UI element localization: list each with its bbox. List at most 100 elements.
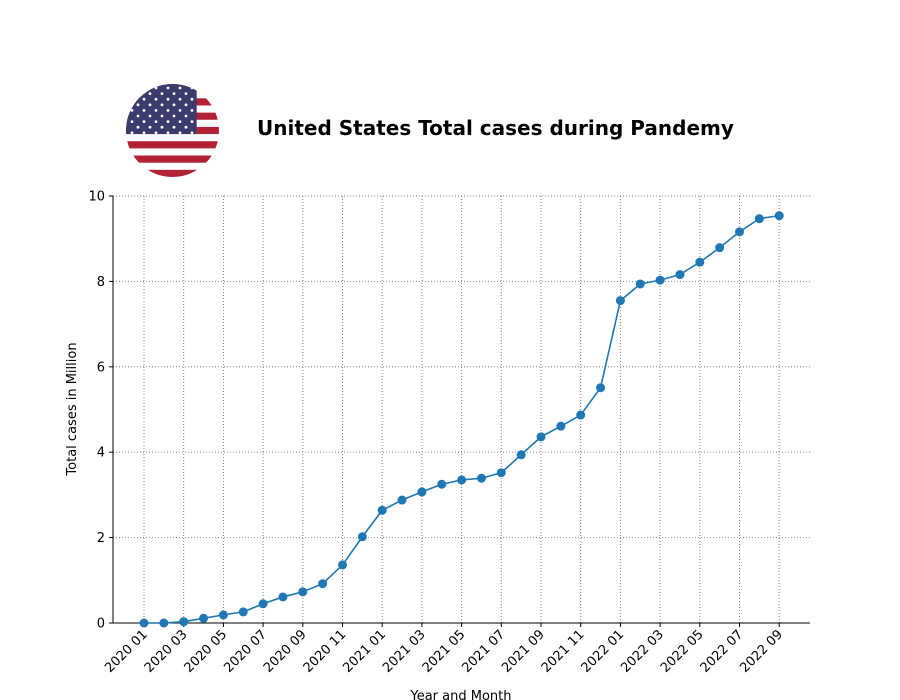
data-point	[457, 475, 467, 485]
x-axis-label: Year and Month	[410, 689, 512, 700]
data-point	[536, 432, 546, 442]
flag-star	[190, 86, 194, 90]
x-tick-label: 2021 07	[460, 627, 509, 676]
flag-star	[190, 109, 194, 112]
flag-star	[160, 92, 164, 95]
y-tick-label: 4	[97, 446, 105, 461]
x-tick-label: 2022 01	[579, 627, 628, 676]
data-point	[338, 560, 347, 570]
data-point	[298, 587, 308, 597]
flag-star	[160, 114, 164, 118]
data-point	[258, 599, 268, 609]
flag-star	[130, 97, 134, 101]
x-tick-label: 2022 03	[618, 627, 667, 676]
flag-star	[172, 125, 176, 129]
flag-star	[142, 97, 146, 101]
y-ticks: 0 2 4 6 8 10	[88, 190, 113, 632]
series-line	[144, 214, 780, 624]
data-point	[179, 617, 189, 627]
x-tick-label: 2022 05	[658, 627, 707, 676]
data-point	[318, 579, 328, 589]
flag-star	[184, 92, 188, 95]
flag-stripe	[126, 169, 219, 177]
y-tick-label: 6	[97, 360, 105, 375]
data-point	[417, 487, 427, 497]
data-point	[218, 610, 228, 620]
flag-stripe	[126, 162, 219, 171]
data-point	[357, 532, 367, 542]
flag-star	[130, 120, 134, 123]
x-tick-label: 2020 11	[301, 627, 350, 676]
flag-star	[178, 120, 182, 123]
data-point	[576, 410, 586, 420]
flag-star	[178, 109, 182, 112]
x-tick-label: 2020 05	[182, 627, 231, 676]
flag-star	[160, 103, 164, 107]
data-point	[715, 243, 725, 253]
flag-star	[154, 109, 158, 112]
y-tick-label: 8	[97, 275, 105, 290]
data-point	[675, 270, 685, 280]
data-point	[397, 495, 407, 505]
flag-star	[130, 109, 134, 112]
flag-stripe	[126, 134, 219, 142]
x-tick-label: 2022 07	[698, 627, 747, 676]
x-tick-label: 2021 11	[539, 627, 588, 676]
flag-star	[190, 131, 194, 135]
flag-star	[148, 103, 152, 107]
flag-star	[190, 97, 194, 101]
us-flag-icon	[126, 84, 219, 177]
data-point	[476, 473, 486, 483]
data-point	[437, 479, 447, 489]
flag-star	[154, 97, 158, 101]
flag-star	[142, 131, 146, 135]
data-point	[496, 468, 506, 478]
data-point	[596, 383, 606, 393]
flag-star	[178, 131, 182, 135]
flag-star	[142, 86, 146, 90]
flag-star	[184, 103, 188, 107]
x-tick-label: 2021 09	[499, 627, 548, 676]
data-point	[139, 618, 149, 628]
x-tick-label: 2020 07	[221, 627, 270, 676]
flag-star	[148, 114, 152, 118]
flag-star	[154, 86, 158, 90]
x-tick-label: 2021 05	[420, 627, 469, 676]
flag-star	[178, 97, 182, 101]
flag-star	[130, 131, 134, 135]
flag-star	[166, 86, 170, 90]
flag-stripe	[126, 155, 219, 163]
flag-star	[184, 114, 188, 118]
series-line-group	[139, 211, 784, 628]
flag-star	[154, 120, 158, 123]
data-point	[635, 279, 645, 289]
flag-star	[166, 120, 170, 123]
x-tick-label: 2020 03	[142, 627, 191, 676]
flag-star	[142, 109, 146, 112]
flag-star	[136, 92, 140, 95]
data-point	[278, 592, 288, 602]
data-point	[655, 275, 665, 285]
flag-star	[166, 97, 170, 101]
flag-star	[154, 131, 158, 135]
flag-star	[178, 86, 182, 90]
flag-star	[184, 125, 188, 129]
flag-star	[166, 109, 170, 112]
data-point	[615, 296, 625, 306]
x-tick-label: 2021 03	[380, 627, 429, 676]
x-tick-label: 2020 01	[102, 627, 151, 676]
data-point	[159, 618, 169, 628]
y-tick-label: 0	[97, 617, 105, 632]
data-point	[556, 421, 566, 431]
flag-star	[172, 92, 176, 95]
flag-star	[190, 120, 194, 123]
flag-star	[136, 114, 140, 118]
flag-star	[130, 86, 134, 90]
flag-star	[166, 131, 170, 135]
y-axis-label: Total cases in Million	[65, 342, 80, 476]
flag-stripe	[126, 141, 219, 149]
flag-star	[148, 125, 152, 129]
flag-star	[142, 120, 146, 123]
